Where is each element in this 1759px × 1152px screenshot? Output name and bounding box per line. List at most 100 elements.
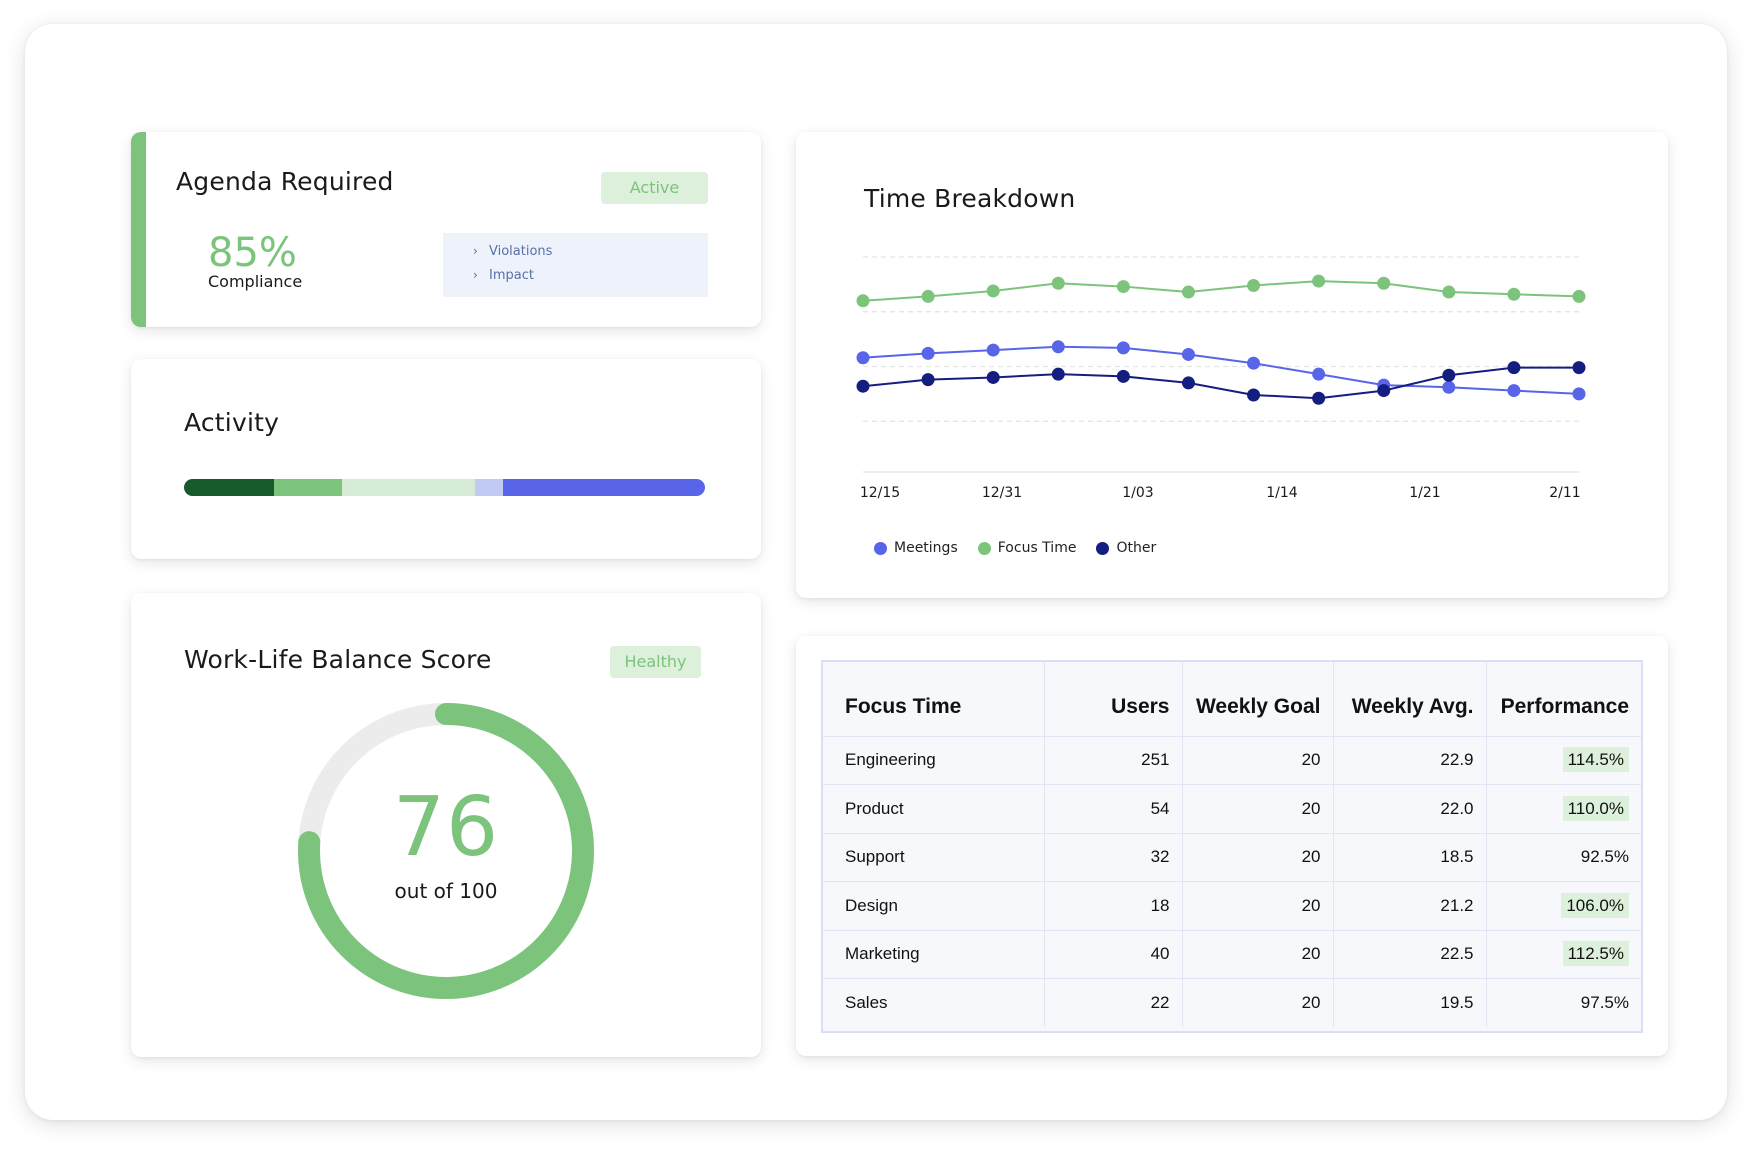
data-point-meetings [1442,380,1456,394]
data-point-other [1442,368,1456,382]
column-header-users: Users [1044,662,1183,736]
cell-weekly-avg-value: 18.5 [1440,847,1474,867]
cell-performance: 106.0% [1486,881,1641,930]
table-header-row: Focus Time Users Weekly Goal Weekly Avg.… [823,662,1641,736]
legend-item[interactable]: Other [1096,540,1156,556]
legend-label: Other [1116,540,1157,556]
activity-segment-lavender [474,479,503,496]
gauge-progress-arc [298,703,594,999]
data-point-other [1051,367,1065,381]
data-point-focus-time [1507,287,1521,301]
data-point-other [1507,361,1521,375]
status-badge: Active [601,172,708,204]
cell-weekly-goal: 20 [1182,929,1334,979]
cell-weekly-avg: 22.0 [1333,784,1487,833]
cell-team-value: Engineering [845,750,936,770]
activity-stacked-bar [184,479,705,496]
score-max-label: out of 100 [394,879,498,903]
legend-dot-icon [874,541,887,555]
column-header-performance: Performance [1500,694,1629,718]
data-point-other [1181,376,1195,390]
card-title: Work-Life Balance Score [184,645,492,674]
cell-weekly-avg: 21.2 [1333,881,1487,930]
data-point-focus-time [986,284,1000,298]
data-point-other [1116,369,1130,383]
x-tick-label: 1/03 [1122,485,1153,501]
card-title: Activity [184,408,280,437]
data-point-meetings [1051,340,1065,354]
cell-team-value: Support [845,847,905,867]
series-line-focus-time [862,280,1580,302]
focus-time-table: Focus Time Users Weekly Goal Weekly Avg.… [823,662,1641,1027]
cell-users: 251 [1044,735,1183,785]
data-point-other [1377,384,1391,398]
x-tick-label: 2/11 [1549,485,1580,501]
data-point-focus-time [1377,276,1391,290]
cell-team-value: Sales [845,993,888,1012]
cell-team-value: Product [845,798,904,818]
cell-weekly-goal: 20 [1182,881,1334,930]
chart-title: Time Breakdown [864,184,1076,213]
cell-team: Design [823,881,1045,930]
column-header-weekly-goal: Weekly Goal [1182,662,1334,736]
chart-legend: Meetings Focus Time Other [874,540,1156,556]
data-point-other [856,379,870,393]
x-tick-label: 12/15 [860,485,900,501]
x-tick-label: 12/31 [982,485,1022,501]
data-point-other [1312,391,1326,405]
violations-link[interactable]: › Violations [473,244,553,259]
impact-link[interactable]: › Impact [473,268,534,283]
cell-weekly-goal-value: 20 [1301,993,1321,1012]
cell-weekly-goal-value: 20 [1301,944,1321,964]
cell-team: Marketing [823,929,1045,979]
data-point-meetings [1181,347,1195,361]
score-value: 76 [392,780,500,875]
cell-users-value: 251 [1141,750,1170,770]
data-point-focus-time [1572,289,1586,303]
series-line-meetings [862,345,1580,395]
cell-weekly-avg: 18.5 [1333,832,1487,882]
legend-dot-icon [977,541,991,555]
column-header-weekly-avg: Weekly Avg. [1333,662,1487,736]
data-point-other [1247,388,1261,402]
data-point-focus-time [1181,285,1195,299]
legend-item[interactable]: Meetings [874,540,958,556]
legend-label: Focus Time [997,540,1077,556]
cell-team: Sales [823,978,1045,1027]
x-tick-label: 1/21 [1409,485,1440,501]
cell-performance: 97.5% [1486,978,1641,1027]
chevron-right-icon: › [473,268,478,282]
cell-weekly-goal-value: 20 [1301,750,1321,770]
cell-weekly-avg: 22.5 [1333,929,1487,979]
cell-weekly-goal: 20 [1182,832,1334,882]
work-life-balance-card: Work-Life Balance Score Healthy 76 out o… [131,593,761,1057]
cell-users-value: 54 [1150,798,1170,818]
column-header-team: Focus Time [823,662,1045,736]
data-point-meetings [1507,384,1521,398]
cell-weekly-avg-value: 22.5 [1440,944,1474,964]
cell-team-value: Design [845,895,898,915]
data-point-focus-time [1312,274,1326,288]
cell-weekly-avg: 22.9 [1333,735,1487,785]
compliance-label: Compliance [208,272,303,291]
activity-segment-light-green [341,479,475,496]
legend-item[interactable]: Focus Time [977,540,1077,556]
cell-performance-value: 112.5% [1562,941,1629,967]
cell-users: 32 [1044,832,1183,882]
cell-performance-value: 92.5% [1580,847,1629,867]
data-point-focus-time [1442,285,1456,299]
cell-weekly-goal: 20 [1182,978,1334,1027]
activity-card: Activity [131,359,761,559]
data-point-other [1572,361,1586,375]
cell-performance-value: 110.0% [1562,795,1629,821]
cell-performance-value: 97.5% [1580,993,1629,1012]
cell-performance: 92.5% [1486,832,1641,882]
cell-weekly-avg-value: 21.2 [1440,895,1474,915]
data-point-focus-time [1051,276,1065,290]
legend-dot-icon [1096,541,1110,555]
table-row: Engineering 251 20 22.9 114.5% [823,735,1641,785]
cell-weekly-avg-value: 19.5 [1440,993,1474,1012]
cell-users: 18 [1044,881,1183,930]
series-line-other [862,366,1579,400]
table-row: Marketing 40 20 22.5 112.5% [823,929,1641,979]
